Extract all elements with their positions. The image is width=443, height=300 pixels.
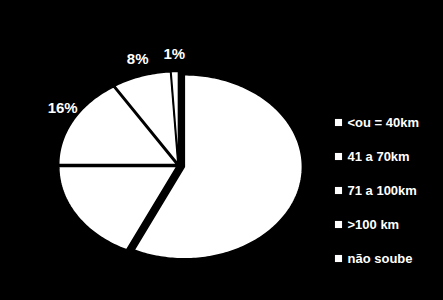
svg-text:não soube: não soube	[348, 251, 413, 266]
svg-text:71 a 100km: 71 a 100km	[348, 183, 417, 198]
svg-text:1%: 1%	[164, 45, 186, 62]
svg-text:8%: 8%	[127, 50, 149, 67]
svg-text:41 a 70km: 41 a 70km	[348, 149, 410, 164]
svg-text:16%: 16%	[48, 99, 78, 116]
svg-text:>100 km: >100 km	[348, 217, 400, 232]
svg-text:<ou = 40km: <ou = 40km	[348, 115, 420, 130]
